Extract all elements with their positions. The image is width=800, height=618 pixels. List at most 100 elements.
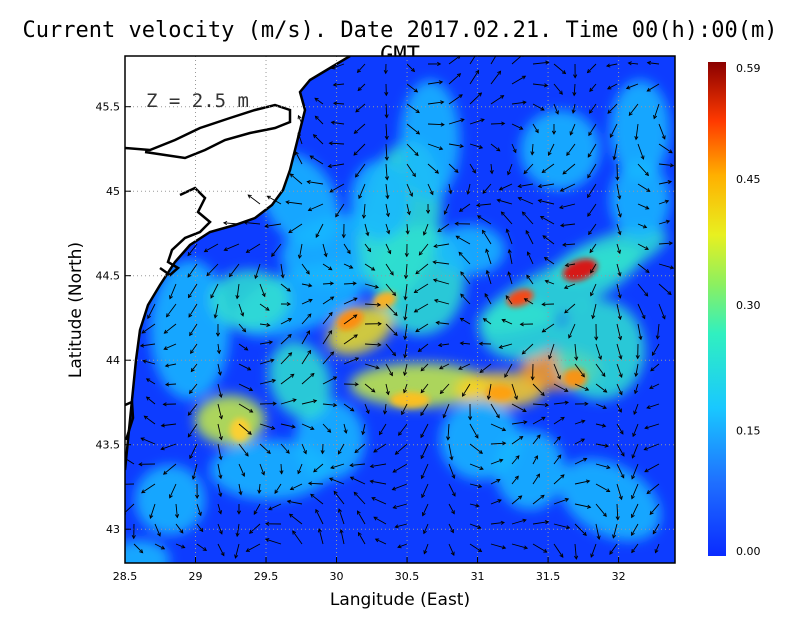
velocity-arrow [420,443,429,459]
velocity-arrow [628,103,639,116]
velocity-arrow [357,510,366,525]
velocity-arrow [589,83,597,92]
velocity-arrowhead [432,260,437,265]
velocity-arrowhead [634,372,639,378]
velocity-arrowhead [330,351,335,356]
velocity-arrow [146,396,156,405]
velocity-arrow [589,103,597,114]
velocity-arrow [217,363,221,376]
velocity-arrowhead [451,474,456,479]
velocity-arrow [595,443,609,447]
velocity-arrow [406,143,419,156]
velocity-arrow [483,318,492,325]
velocity-arrowhead [393,331,398,337]
velocity-arrow [511,543,528,549]
velocity-arrowhead [361,214,367,219]
velocity-arrow [448,543,455,556]
velocity-arrowhead [458,251,463,256]
velocity-arrowhead [235,532,240,538]
velocity-blob [400,80,460,200]
velocity-arrow [238,423,252,435]
velocity-arrowhead [601,423,607,428]
velocity-arrowhead [547,151,552,156]
velocity-arrowhead [640,155,645,160]
velocity-arrowhead [522,100,527,105]
velocity-arrowhead [536,473,541,478]
velocity-arrowhead [377,321,382,326]
velocity-arrowhead [375,365,380,370]
velocity-arrow [490,459,503,465]
velocity-arrow [427,163,439,174]
velocity-arrowhead [270,358,275,363]
colorbar-tick-label: 0.15 [736,424,761,437]
velocity-arrow [265,223,282,227]
velocity-arrowhead [287,333,292,338]
velocity-arrow [190,363,198,372]
velocity-arrowhead [541,169,546,174]
velocity-arrow [574,363,585,377]
velocity-arrowhead [423,550,428,555]
velocity-arrow [290,483,303,490]
velocity-arrow [249,523,261,534]
velocity-arrow [616,503,619,520]
velocity-arrowhead [312,399,318,404]
velocity-arrowhead [169,295,173,300]
velocity-arrowhead [142,359,147,364]
velocity-arrowhead [541,328,546,333]
velocity-arrow [188,283,198,298]
velocity-arrowhead [415,328,420,333]
velocity-arrow [322,263,333,271]
velocity-arrowhead [530,151,535,156]
velocity-arrowhead [218,474,223,480]
velocity-arrow [364,283,379,288]
velocity-arrow [364,263,375,271]
velocity-arrow [154,543,165,550]
velocity-arrowhead [500,211,505,216]
velocity-arrow [572,103,576,114]
velocity-arrowhead [143,415,148,420]
velocity-arrowhead [500,520,505,525]
velocity-arrowhead [307,481,313,486]
velocity-arrow [527,251,534,265]
velocity-arrowhead [646,60,652,66]
velocity-arrow [658,200,669,205]
velocity-blob [559,459,661,541]
velocity-arrowhead [477,525,482,529]
velocity-arrow [125,503,135,514]
velocity-arrowhead [459,317,464,322]
velocity-arrowhead [665,219,671,224]
velocity-arrowhead [346,249,351,255]
velocity-arrowhead [384,176,390,181]
velocity-arrowhead [217,371,222,376]
velocity-arrow [358,183,366,199]
velocity-arrowhead [271,425,276,430]
velocity-arrowhead [266,195,271,200]
velocity-arrow [406,183,413,197]
velocity-arrowhead [620,452,625,457]
velocity-arrowhead [454,168,459,173]
velocity-arrow [574,343,577,360]
velocity-arrow [501,211,513,225]
velocity-arrowhead [188,313,193,318]
velocity-arrow [238,463,245,477]
velocity-arrow [444,203,450,215]
velocity-arrow [217,403,223,419]
velocity-arrow [379,423,387,435]
velocity-arrow [616,403,622,413]
velocity-arrowhead [534,455,538,460]
velocity-arrowhead [449,456,454,461]
velocity-arrowhead [609,133,614,138]
velocity-arrow [637,163,649,176]
velocity-arrowhead [235,295,240,300]
velocity-arrow [631,483,639,499]
velocity-arrowhead [604,443,609,448]
velocity-arrowhead [297,132,302,137]
velocity-arrow [420,363,429,372]
velocity-arrow [329,183,345,193]
velocity-arrow [658,163,674,167]
velocity-arrowhead [187,273,192,278]
velocity-arrow [125,457,135,465]
velocity-arrowhead [165,313,170,318]
velocity-arrowhead [501,121,506,126]
velocity-arrowhead [292,398,297,403]
